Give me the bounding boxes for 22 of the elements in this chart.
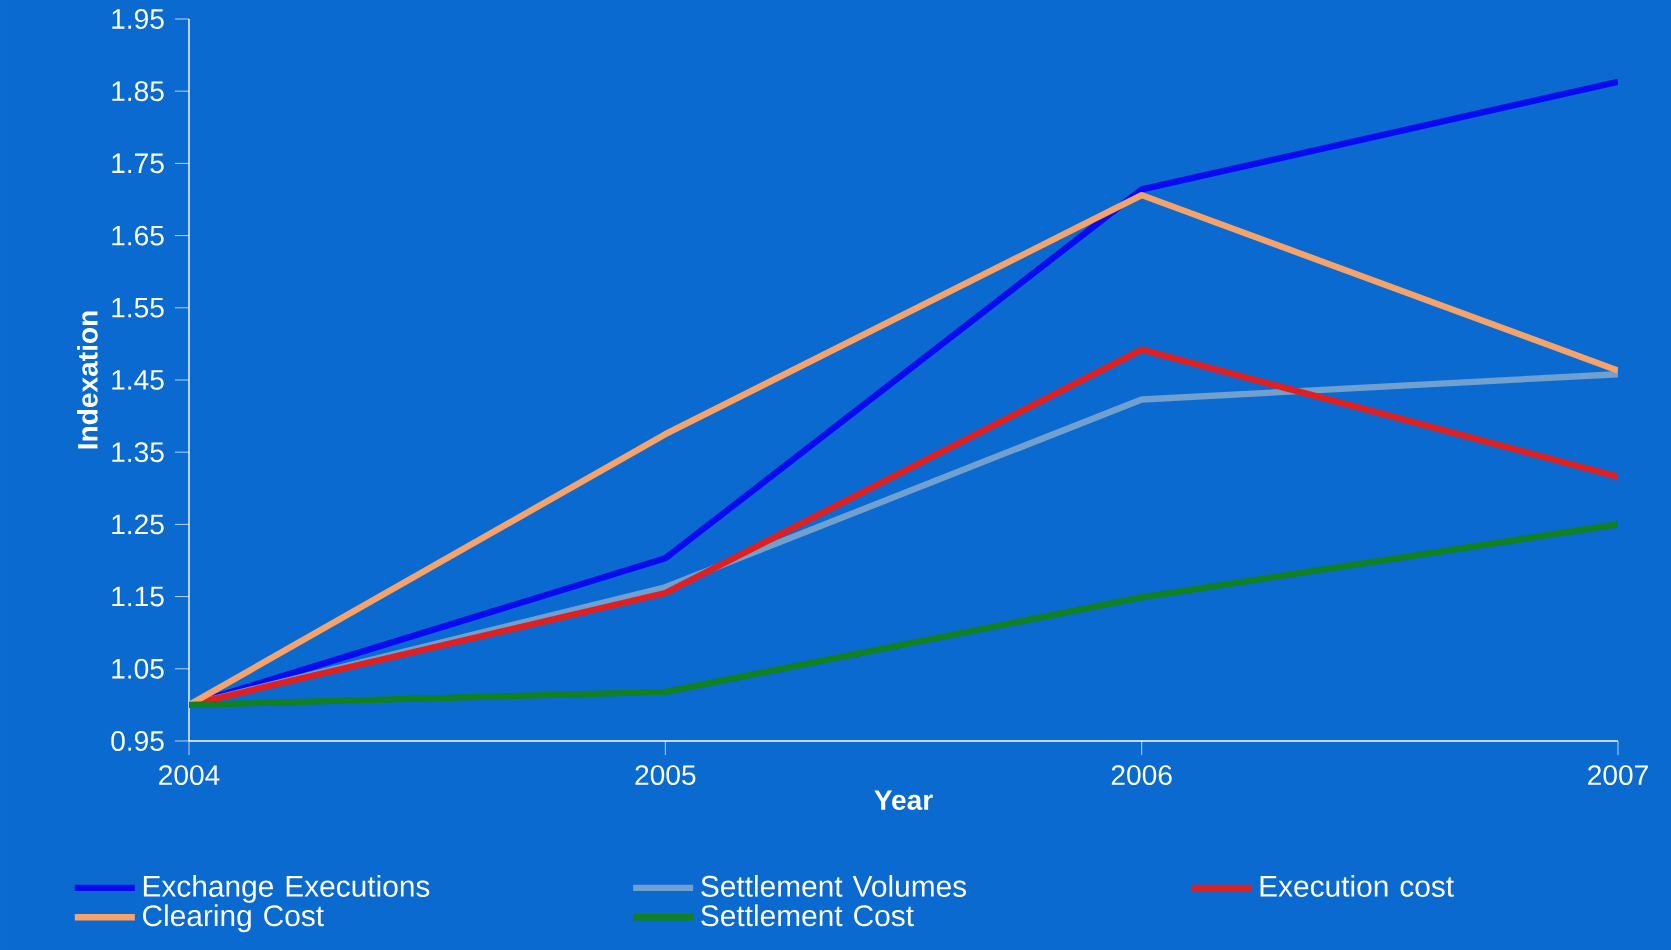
x-tick-label: 2006 bbox=[1111, 765, 1172, 786]
y-tick-label: 1.45 bbox=[112, 370, 164, 390]
legend-label: Execution cost bbox=[1260, 874, 1454, 897]
x-axis-title: Year bbox=[874, 790, 933, 811]
legend-label: Settlement Volumes bbox=[701, 874, 967, 897]
x-tick-label: 2007 bbox=[1588, 765, 1648, 786]
y-tick-label: 0.95 bbox=[111, 731, 164, 751]
y-axis-title: Indexation bbox=[77, 311, 98, 449]
legend-label: Clearing Cost bbox=[143, 904, 324, 933]
x-tick-label: 2004 bbox=[159, 765, 220, 786]
y-tick-label: 1.05 bbox=[112, 658, 164, 679]
y-tick-label: 1.35 bbox=[112, 442, 164, 463]
y-tick-label: 1.75 bbox=[112, 153, 164, 174]
x-tick-label: 2005 bbox=[635, 765, 696, 786]
y-tick-label: 1.95 bbox=[112, 9, 164, 29]
y-tick-label: 1.55 bbox=[112, 297, 164, 318]
legend-label: Settlement Cost bbox=[701, 904, 914, 927]
y-tick-label: 1.15 bbox=[112, 586, 164, 607]
y-tick-label: 1.65 bbox=[112, 225, 164, 246]
y-tick-label: 1.25 bbox=[112, 514, 164, 535]
legend-label: Exchange Executions bbox=[143, 874, 430, 903]
y-tick-label: 1.85 bbox=[112, 81, 164, 102]
